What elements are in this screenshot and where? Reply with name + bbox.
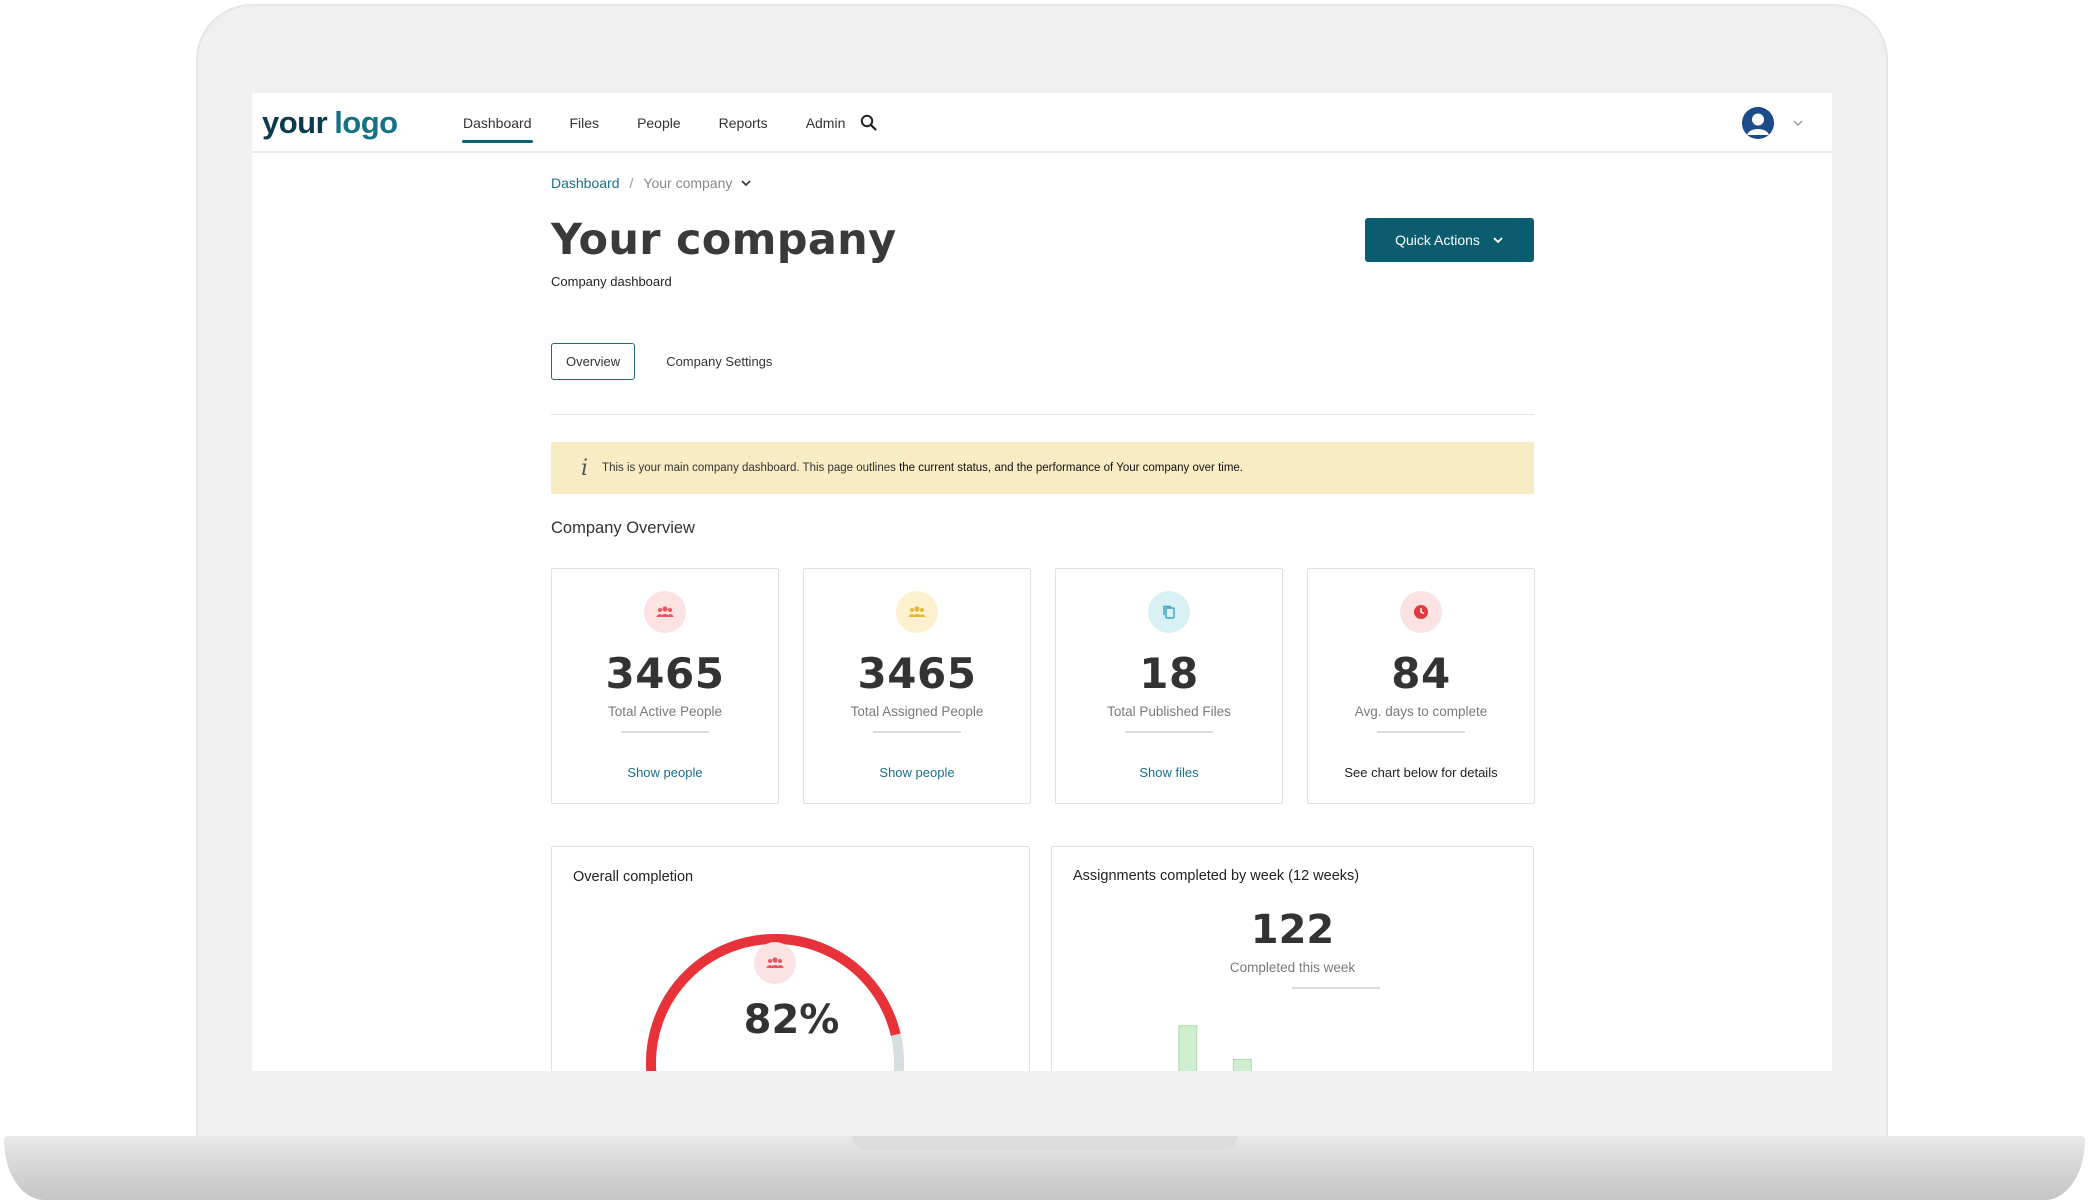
nav-item-people[interactable]: People [637,115,681,131]
weekly-bar [1232,1058,1252,1071]
completion-value: 82% [743,997,840,1043]
show-people-link[interactable]: Show people [879,765,955,780]
app-screen: your logo Dashboard Files People Reports… [252,93,1832,1071]
weekly-value: 122 [1250,907,1335,953]
info-text-emphasis: the current status, and the performance … [899,462,1243,474]
nav-item-reports[interactable]: Reports [718,115,768,131]
stat-divider [873,731,961,733]
gauge-fill [645,933,901,1071]
stat-card-assigned-people: 3465 Total Assigned People Show people [803,568,1031,804]
people-icon [754,942,796,984]
overall-completion-panel: Overall completion 82% [551,846,1030,1071]
quick-actions-label: Quick Actions [1395,232,1480,248]
chevron-down-icon[interactable] [1792,117,1804,129]
stat-value: 18 [1139,649,1199,698]
breadcrumb-dashboard[interactable]: Dashboard [551,175,620,191]
stat-label: Total Active People [607,704,723,719]
divider [551,414,1534,415]
stat-card-avg-days: 84 Avg. days to complete See chart below… [1307,568,1535,804]
page-title: Your company [551,215,897,265]
panel-title: Overall completion [573,869,694,885]
stat-label: Avg. days to complete [1354,704,1488,719]
stat-value: 3465 [605,649,725,698]
nav-item-files[interactable]: Files [569,115,600,131]
panel-title: Assignments completed by week (12 weeks) [1073,868,1360,884]
breadcrumb-current-label: Your company [643,175,733,191]
user-avatar-icon[interactable] [1742,107,1774,139]
nav-item-admin[interactable]: Admin [805,115,846,131]
chart-details-note: See chart below for details [1344,765,1498,780]
page-subtitle: Company dashboard [551,274,672,289]
nav-menu: Dashboard Files People Reports Admin [444,93,864,153]
laptop-notch [852,1136,1238,1150]
stat-divider [1377,731,1465,733]
breadcrumb: Dashboard / Your company [551,175,752,191]
tab-overview[interactable]: Overview [551,343,636,380]
clock-icon [1400,591,1442,633]
people-icon [644,591,686,633]
chevron-down-icon [741,180,751,187]
search-icon[interactable] [859,113,879,133]
people-icon [896,591,938,633]
stat-card-active-people: 3465 Total Active People Show people [551,568,779,804]
completion-gauge [645,933,904,1071]
weekly-label: Completed this week [1229,960,1356,975]
weekly-divider [1292,987,1380,989]
quick-actions-button[interactable]: Quick Actions [1365,218,1534,262]
logo-text-1: your [262,105,328,140]
section-title: Company Overview [551,519,695,537]
show-people-link[interactable]: Show people [627,765,703,780]
logo[interactable]: your logo [262,105,398,141]
tab-company-settings[interactable]: Company Settings [666,354,773,369]
stat-label: Total Assigned People [850,704,984,719]
info-icon: i [581,455,589,481]
stat-divider [621,731,709,733]
logo-text-2: logo [334,105,398,140]
breadcrumb-separator: / [629,175,634,191]
people-icon-glyph [766,957,784,968]
show-files-link[interactable]: Show files [1139,765,1199,780]
stat-value: 84 [1391,649,1451,698]
nav-item-dashboard[interactable]: Dashboard [444,93,551,153]
weekly-bar [1178,1025,1198,1071]
stat-divider [1125,731,1213,733]
breadcrumb-current[interactable]: Your company [643,175,752,191]
info-banner: i This is your main company dashboard. T… [551,442,1534,494]
info-text-plain: This is your main company dashboard. Thi… [602,462,900,474]
info-text: This is your main company dashboard. Thi… [602,462,1243,474]
stat-label: Total Published Files [1107,704,1231,719]
stat-card-published-files: 18 Total Published Files Show files [1055,568,1283,804]
weekly-bar-chart [1178,1025,1252,1071]
weekly-assignments-panel: Assignments completed by week (12 weeks)… [1051,846,1534,1071]
tab-bar: Overview Company Settings [551,343,786,380]
file-copy-icon [1148,591,1190,633]
top-navigation: your logo Dashboard Files People Reports… [252,93,1832,153]
stat-value: 3465 [857,649,977,698]
chevron-down-icon [1493,237,1503,244]
